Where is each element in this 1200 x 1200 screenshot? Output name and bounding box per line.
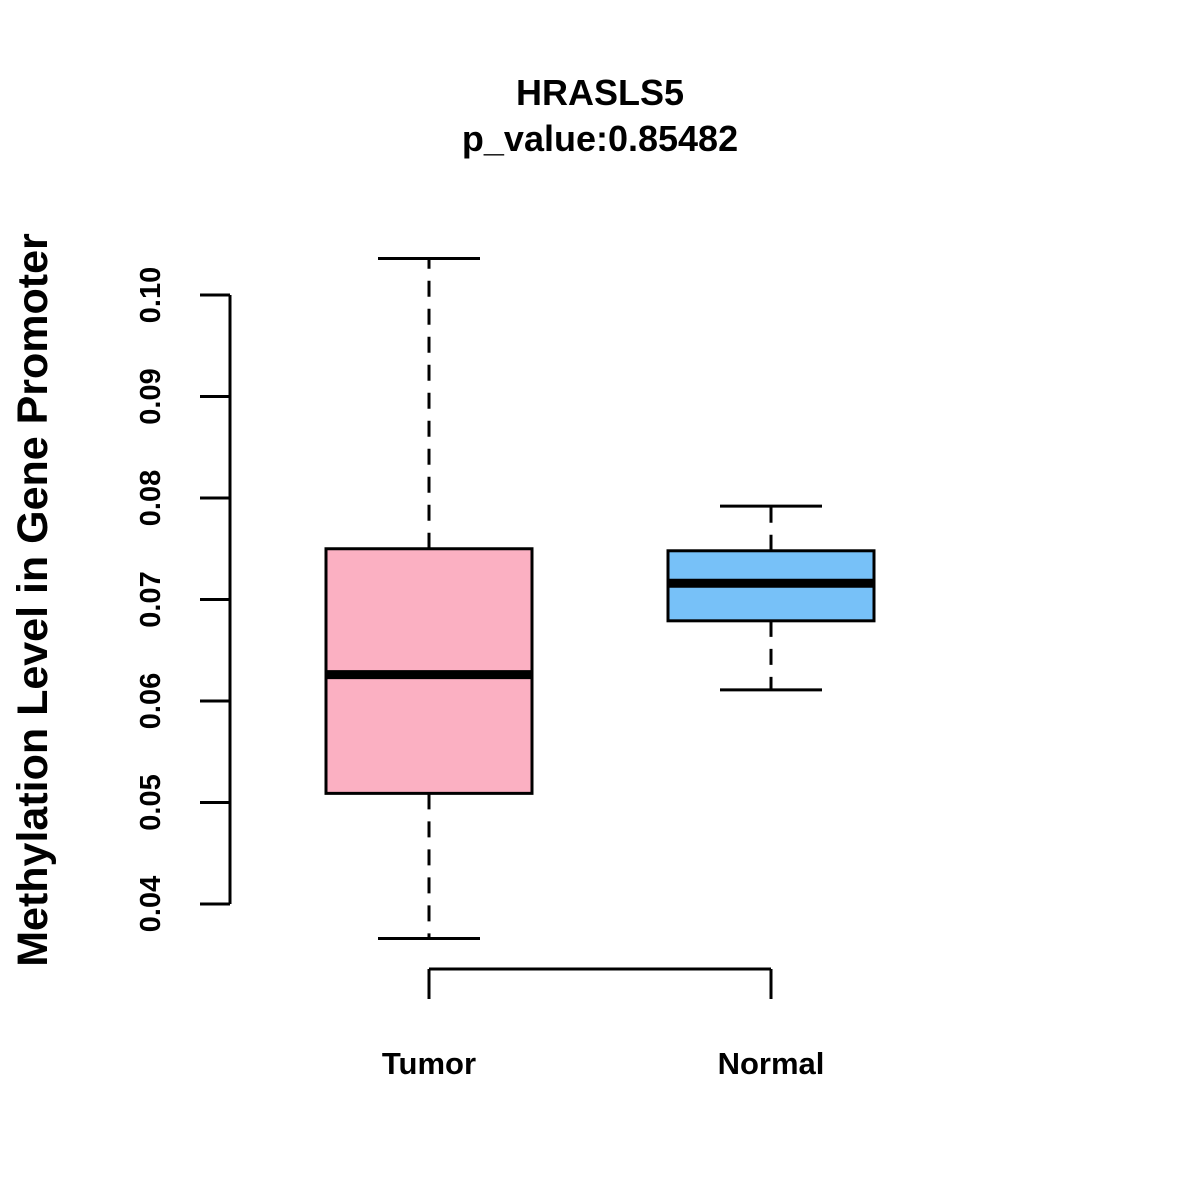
- chart-title: HRASLS5: [516, 72, 684, 113]
- x-axis: Tumor Normal: [382, 967, 825, 1081]
- y-tick-label: 0.07: [135, 571, 167, 627]
- y-tick-label: 0.06: [135, 673, 167, 729]
- y-axis: 0.04 0.05 0.06 0.07 0.08 0.09 0.10: [135, 267, 232, 932]
- y-tick-label: 0.09: [135, 368, 167, 424]
- x-tick-label: Normal: [718, 1046, 825, 1081]
- y-tick-label: 0.10: [135, 267, 167, 323]
- box-group-normal: [666, 504, 876, 692]
- box-group-tumor: [324, 256, 534, 941]
- y-axis-label: Methylation Level in Gene Promoter: [9, 233, 57, 967]
- y-tick-label: 0.04: [135, 876, 167, 932]
- x-tick-label: Tumor: [382, 1046, 476, 1081]
- plot-area: [324, 256, 876, 941]
- y-tick-label: 0.08: [135, 470, 167, 526]
- chart-subtitle: p_value:0.85482: [462, 118, 738, 159]
- y-tick-label: 0.05: [135, 774, 167, 830]
